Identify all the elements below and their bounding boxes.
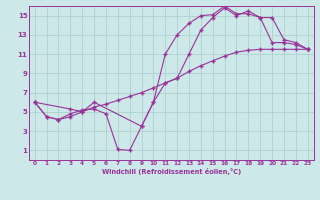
X-axis label: Windchill (Refroidissement éolien,°C): Windchill (Refroidissement éolien,°C) [101,168,241,175]
